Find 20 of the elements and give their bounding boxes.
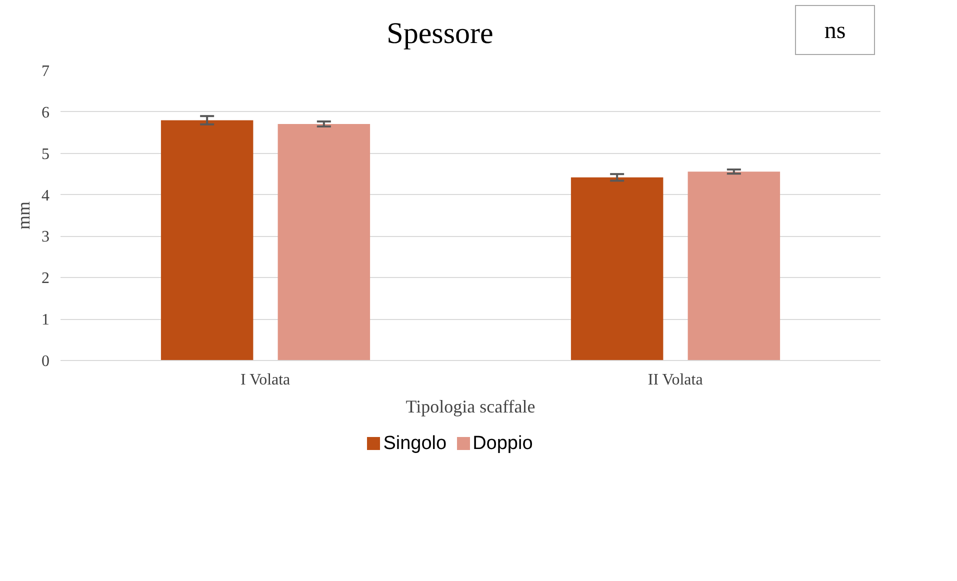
- y-axis-title: mm: [14, 201, 34, 230]
- text: ns: [824, 17, 846, 46]
- chart-title: Spessore: [386, 16, 494, 52]
- bar: [278, 124, 370, 360]
- y-tick-label: 0: [42, 353, 50, 370]
- y-tick-label: 7: [42, 63, 50, 80]
- legend-label: Singolo: [383, 433, 447, 454]
- bar: [688, 172, 780, 360]
- y-tick-label: 3: [42, 228, 50, 246]
- y-tick-label: 6: [42, 104, 50, 122]
- y-tick-label: 4: [42, 187, 50, 204]
- bar: [160, 120, 254, 360]
- x-axis-title: Tipologia scaffale: [406, 396, 536, 416]
- y-tick-label: 1: [42, 312, 50, 329]
- x-tick-label: I Volata: [240, 372, 290, 388]
- x-tick-label: II Volata: [648, 372, 703, 388]
- legend-label: Doppio: [472, 433, 533, 454]
- y-tick-label: 5: [42, 146, 50, 163]
- bar: [570, 177, 664, 360]
- y-tick-label: 2: [42, 270, 50, 288]
